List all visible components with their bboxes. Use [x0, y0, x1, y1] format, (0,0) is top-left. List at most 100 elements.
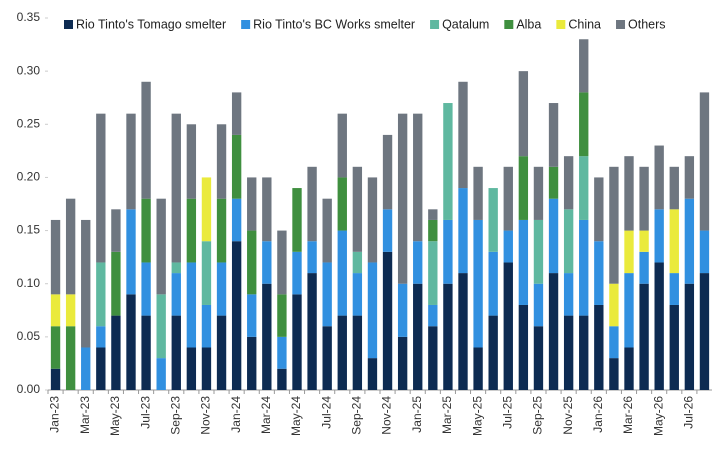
- legend-label: China: [568, 17, 601, 31]
- bar-segment: [503, 262, 513, 390]
- bar-segment: [247, 230, 257, 295]
- bar-segment: [171, 315, 181, 390]
- x-tick-label: Jan-24: [229, 396, 243, 433]
- bar-segment: [277, 336, 287, 369]
- x-tick-label: May-26: [651, 396, 665, 436]
- bar-segment: [262, 241, 272, 284]
- bar-segment: [382, 209, 393, 252]
- bar-segment: [654, 209, 664, 263]
- bar-segment: [367, 177, 378, 263]
- bar-segment: [50, 368, 61, 390]
- x-tick-label: Jan-23: [48, 396, 62, 433]
- bar-segment: [413, 113, 423, 242]
- bar-segment: [96, 262, 106, 327]
- bar-segment: [186, 347, 197, 390]
- bar-segment: [277, 294, 287, 337]
- bar-segment: [50, 326, 61, 369]
- bar-segment: [231, 198, 242, 242]
- bar-segment: [639, 166, 649, 231]
- bar-segment: [231, 134, 242, 199]
- bar-segment: [156, 358, 166, 390]
- bar-segment: [262, 283, 272, 390]
- bar-segment: [111, 251, 121, 316]
- legend-swatch: [241, 20, 251, 29]
- bar-segment: [669, 166, 679, 210]
- legend-label: Alba: [516, 17, 541, 31]
- bar-segment: [594, 241, 604, 305]
- bar-segment: [684, 156, 695, 199]
- bar-segment: [594, 177, 604, 242]
- bar-segment: [428, 209, 438, 220]
- bar-segment: [292, 251, 302, 295]
- x-tick-label: Mar-24: [259, 396, 273, 434]
- x-tick-label: Mar-23: [78, 396, 92, 434]
- bar-segment: [352, 315, 363, 390]
- bar-segment: [96, 113, 106, 263]
- bar-segment: [518, 156, 529, 220]
- x-tick-label: Jul-23: [138, 396, 152, 429]
- legend-swatch: [556, 20, 566, 29]
- bar-segment: [699, 273, 710, 390]
- bar-segment: [533, 166, 544, 220]
- bar-segment: [458, 273, 468, 390]
- bar-segment: [624, 347, 634, 390]
- bar-segment: [609, 166, 619, 284]
- bar-segment: [141, 81, 151, 199]
- bar-segment: [579, 92, 589, 157]
- bar-segment: [639, 283, 649, 390]
- bar-segment: [81, 347, 91, 390]
- x-tick-label: May-23: [108, 396, 122, 436]
- x-tick-label: Sep-24: [350, 396, 364, 435]
- bar-segment: [533, 219, 544, 284]
- bar-segment: [231, 92, 242, 135]
- bar-segment: [699, 230, 710, 274]
- bar-segment: [624, 273, 634, 348]
- bar-segment: [277, 230, 287, 295]
- bar-segment: [337, 315, 347, 390]
- bar-segment: [654, 145, 664, 210]
- x-tick-label: Jul-26: [682, 396, 696, 429]
- bar-segment: [81, 219, 91, 348]
- bar-segment: [65, 198, 76, 295]
- bar-segment: [428, 219, 438, 242]
- bar-segment: [231, 241, 242, 390]
- bar-segment: [201, 241, 212, 305]
- bar-segment: [126, 113, 136, 210]
- bar-segment: [322, 198, 332, 263]
- bar-segment: [684, 283, 695, 390]
- bar-segment: [397, 283, 408, 337]
- bar-segment: [579, 39, 589, 93]
- bar-segment: [624, 156, 634, 231]
- bar-segment: [518, 304, 529, 390]
- x-tick-label: Sep-25: [531, 396, 545, 435]
- x-tick-label: Mar-26: [621, 396, 635, 434]
- bar-segment: [488, 251, 498, 316]
- bar-segment: [96, 326, 106, 348]
- x-tick-label: May-24: [289, 396, 303, 436]
- bar-segment: [579, 219, 589, 316]
- y-tick-label: 0.15: [17, 223, 41, 237]
- bar-segment: [156, 294, 166, 359]
- bar-segment: [201, 347, 212, 390]
- bar-segment: [65, 294, 76, 327]
- bar-segment: [579, 315, 589, 390]
- bar-segment: [669, 304, 679, 390]
- x-tick-label: Jan-25: [410, 396, 424, 433]
- bar-segment: [594, 304, 604, 390]
- bar-segment: [50, 219, 61, 295]
- bar-segment: [262, 177, 272, 242]
- bar-segment: [428, 241, 438, 305]
- bar-segment: [126, 209, 136, 295]
- bar-segment: [458, 188, 468, 274]
- y-tick-label: 0.30: [17, 63, 41, 77]
- bar-segment: [518, 71, 529, 157]
- bar-segment: [488, 188, 498, 252]
- bar-segment: [186, 124, 197, 199]
- bar-segment: [488, 315, 498, 390]
- bar-segment: [171, 273, 181, 316]
- y-tick-label: 0.10: [17, 276, 41, 290]
- bar-segment: [654, 262, 664, 390]
- x-tick-label: Sep-23: [168, 396, 182, 435]
- bar-segment: [669, 209, 679, 274]
